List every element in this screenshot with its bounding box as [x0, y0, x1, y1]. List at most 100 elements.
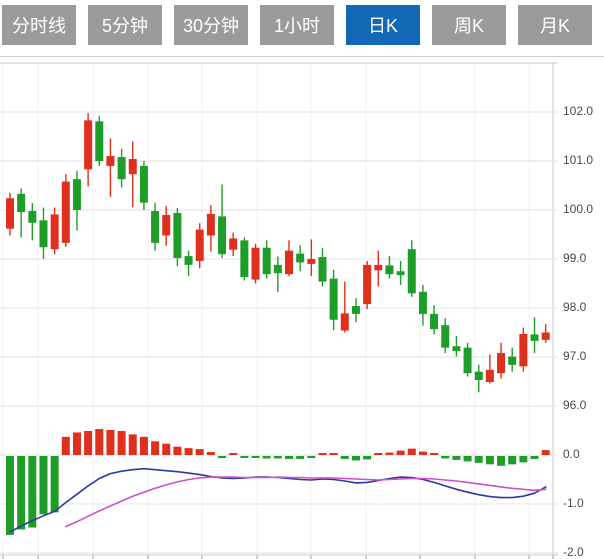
macd-hist-bar — [296, 456, 305, 459]
macd-hist-bar — [72, 432, 81, 455]
candle-up — [6, 198, 14, 229]
tab-weekly[interactable]: 周K — [432, 5, 506, 45]
candle-up — [363, 264, 372, 305]
candle-down — [39, 220, 48, 248]
candle-up — [519, 333, 528, 367]
macd-hist-bar — [307, 456, 316, 458]
candle-down — [407, 249, 416, 294]
candle-up — [162, 214, 171, 236]
macd-hist-bar — [206, 452, 215, 455]
candle-down — [530, 334, 539, 341]
macd-hist-bar — [139, 436, 148, 455]
candle-down — [151, 210, 160, 243]
candle-down — [508, 356, 517, 365]
macd-hist-bar — [17, 456, 26, 530]
macd-hist-bar — [363, 456, 372, 460]
candle-down — [452, 346, 461, 352]
price-axis-label: 98.0 — [563, 300, 587, 314]
macd-hist-bar — [162, 443, 171, 455]
candle-up — [497, 353, 506, 374]
candle-down — [184, 256, 193, 265]
candle-down — [173, 212, 182, 259]
candle-down — [318, 257, 327, 282]
candle-down — [396, 271, 405, 276]
macd-hist-bar — [117, 430, 126, 455]
tab-daily[interactable]: 日K — [346, 5, 420, 45]
candle-up — [50, 214, 59, 250]
macd-panel — [6, 429, 550, 535]
candlestick-series — [6, 112, 550, 393]
candle-down — [351, 306, 360, 314]
candle-up — [374, 264, 383, 271]
macd-hist-bar — [418, 451, 427, 455]
macd-hist-bar — [351, 456, 360, 461]
macd-dea-line — [65, 476, 547, 528]
tab-1hour[interactable]: 1小时 — [260, 5, 334, 45]
candle-down — [95, 121, 104, 161]
candle-up — [340, 313, 349, 331]
macd-hist-bar — [318, 453, 327, 455]
macd-hist-bar — [385, 452, 394, 455]
tab-30min[interactable]: 30分钟 — [174, 5, 248, 45]
macd-hist-bar — [262, 456, 271, 459]
macd-hist-bar — [519, 456, 528, 463]
macd-axis-label: -1.0 — [563, 496, 584, 510]
tab-5min[interactable]: 5分钟 — [88, 5, 162, 45]
candle-up — [84, 120, 93, 170]
candle-up — [195, 229, 204, 261]
macd-hist-bar — [84, 430, 93, 455]
candle-down — [329, 278, 338, 320]
macd-hist-bar — [39, 456, 48, 515]
macd-hist-bar — [497, 456, 506, 466]
macd-hist-bar — [340, 456, 349, 459]
price-axis-label: 97.0 — [563, 349, 587, 363]
macd-hist-bar — [329, 453, 338, 455]
macd-hist-bar — [229, 453, 238, 455]
candle-up — [61, 181, 70, 243]
price-axis-label: 96.0 — [563, 398, 587, 412]
candle-down — [218, 216, 227, 255]
macd-hist-bar — [285, 456, 293, 459]
macd-hist-bar — [151, 441, 160, 455]
candle-down — [385, 265, 394, 275]
macd-hist-bar — [407, 448, 416, 455]
macd-hist-bar — [452, 456, 461, 460]
macd-hist-bar — [95, 429, 104, 455]
candle-up — [285, 250, 293, 275]
price-axis-label: 100.0 — [563, 202, 593, 216]
tab-monthly[interactable]: 月K — [518, 5, 592, 45]
axis-labels: 102.0 101.0 100.0 99.0 98.0 97.0 96.0 0.0 -1.0 -2… — [563, 104, 593, 559]
candle-up — [251, 247, 260, 280]
macd-hist-bar — [530, 456, 539, 459]
kline-chart[interactable]: 102.0 101.0 100.0 99.0 98.0 97.0 96.0 0.0 -1.0 -2… — [0, 57, 604, 559]
macd-hist-bar — [106, 430, 115, 455]
macd-hist-bar — [128, 434, 137, 455]
macd-hist-bar — [184, 448, 193, 455]
candle-down — [296, 253, 305, 263]
candle-up — [541, 332, 550, 340]
grid-lines — [0, 62, 558, 559]
candle-down — [463, 347, 472, 374]
candle-up — [206, 213, 215, 236]
macd-hist-bar — [218, 456, 227, 458]
candle-up — [106, 156, 115, 166]
macd-hist-bar — [396, 450, 405, 455]
macd-hist-bar — [541, 450, 550, 455]
macd-hist-bar — [173, 446, 182, 455]
kline-period-tabs: 分时线 5分钟 30分钟 1小时 日K 周K 月K — [2, 5, 592, 45]
macd-hist-bar — [485, 456, 494, 465]
macd-hist-bar — [474, 456, 483, 463]
candle-down — [262, 247, 271, 275]
candle-up — [307, 259, 316, 264]
candle-down — [430, 313, 439, 330]
candle-up — [128, 159, 137, 175]
tab-timeline[interactable]: 分时线 — [2, 5, 76, 45]
candle-down — [17, 193, 26, 212]
candle-down — [117, 157, 126, 180]
tabs-divider — [0, 56, 604, 57]
macd-hist-bar — [251, 456, 260, 458]
macd-hist-bar — [28, 456, 37, 528]
candle-down — [139, 165, 148, 203]
macd-hist-bar — [6, 456, 14, 535]
macd-hist-bar — [430, 453, 439, 455]
